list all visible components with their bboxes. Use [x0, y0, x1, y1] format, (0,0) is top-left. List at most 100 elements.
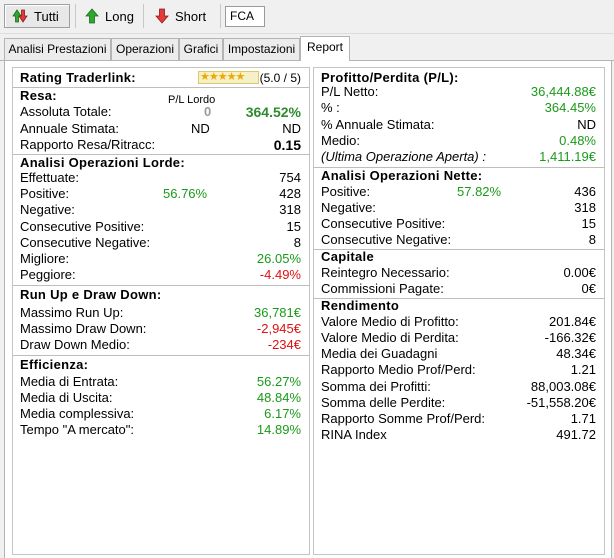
divider: [314, 249, 604, 250]
symbol-field[interactable]: FCA: [225, 6, 265, 27]
nette-negative-value: 318: [574, 200, 596, 215]
consecutive-negative-value: 8: [293, 235, 301, 250]
somma-perdite-value: -51,558.20€: [526, 395, 596, 410]
medio-value: 0.48%: [559, 133, 596, 148]
media-entrata-label: Media di Entrata:: [20, 374, 119, 389]
short-label: Short: [175, 8, 207, 24]
toolbar-separator: [220, 4, 221, 28]
tab-report[interactable]: Report: [300, 36, 350, 61]
vm-profitto-label: Valore Medio di Profitto:: [321, 314, 459, 329]
tab-analisi-prestazioni[interactable]: Analisi Prestazioni: [4, 38, 111, 60]
tempo-mercato-label: Tempo "A mercato":: [20, 422, 134, 437]
rating-label: Rating Traderlink:: [20, 70, 136, 85]
pct-value: 364.45%: [544, 100, 596, 115]
tempo-mercato-value: 14.89%: [256, 422, 301, 437]
media-entrata-value: 56.27%: [256, 374, 301, 389]
tab-impostazioni[interactable]: Impostazioni: [223, 38, 300, 60]
up-down-arrows-icon: [12, 9, 28, 23]
annuale-stimata-value: ND: [577, 117, 596, 132]
media-complessiva-label: Media complessiva:: [20, 406, 135, 421]
rapporto-medio-label: Rapporto Medio Prof/Perd:: [321, 362, 476, 377]
drawdown-medio-value: -234€: [267, 337, 301, 352]
nette-cons-neg-value: 8: [588, 232, 596, 247]
rina-index-label: RINA Index: [321, 427, 387, 442]
divider: [314, 167, 604, 168]
nette-positive-percent: 57.82%: [457, 184, 502, 199]
tutti-button[interactable]: Tutti: [4, 4, 70, 28]
capitale-title: Capitale: [321, 249, 374, 264]
nette-negative-label: Negative:: [321, 200, 376, 215]
ultima-operazione-label: (Ultima Operazione Aperta) :: [321, 149, 486, 164]
media-guadagni-label: Media dei Guadagni: [321, 346, 438, 361]
long-button[interactable]: Long: [78, 4, 140, 28]
rating-stars: ★★★★★: [198, 71, 259, 84]
somma-profitti-label: Somma dei Profitti:: [321, 379, 431, 394]
consecutive-positive-value: 15: [286, 219, 301, 234]
pl-lordo-label: P/L Lordo: [168, 94, 216, 106]
short-button[interactable]: Short: [148, 4, 216, 28]
long-label: Long: [105, 8, 134, 24]
divider: [13, 154, 309, 155]
max-drawdown-label: Massimo Draw Down:: [20, 321, 147, 336]
assoluta-label: Assoluta Totale:: [20, 104, 112, 119]
pl-netto-label: P/L Netto:: [321, 84, 379, 99]
rapporto-label: Rapporto Resa/Ritracc:: [20, 137, 156, 152]
max-runup-value: 36,781€: [254, 305, 301, 320]
up-arrow-icon: [85, 8, 99, 24]
annuale-nd-lordo: ND: [191, 121, 210, 136]
assoluta-zero: 0: [204, 104, 212, 119]
medio-label: Medio:: [321, 133, 361, 148]
migliore-value: 26.05%: [256, 251, 301, 266]
efficienza-title: Efficienza:: [20, 357, 89, 372]
positive-value: 428: [279, 186, 301, 201]
nette-title: Analisi Operazioni Nette:: [321, 168, 483, 183]
media-guadagni-value: 48.34€: [556, 346, 596, 361]
drawdown-medio-label: Draw Down Medio:: [20, 337, 130, 352]
rating-value: (5.0 / 5): [259, 71, 301, 85]
rendimento-title: Rendimento: [321, 298, 400, 313]
ultima-operazione-value: 1,411.19€: [539, 149, 596, 164]
right-report-column: Profitto/Perdita (P/L): P/L Netto: 36,44…: [313, 67, 605, 555]
migliore-label: Migliore:: [20, 251, 70, 266]
tutti-label: Tutti: [34, 8, 59, 24]
rina-index-value: 491.72: [556, 427, 596, 442]
commissioni-label: Commissioni Pagate:: [321, 281, 444, 296]
toolbar: Tutti Long Short FCA: [0, 0, 614, 34]
divider: [314, 298, 604, 299]
nette-cons-pos-label: Consecutive Positive:: [321, 216, 446, 231]
negative-value: 318: [279, 202, 301, 217]
nette-cons-neg-label: Consecutive Negative:: [321, 232, 452, 247]
pct-label: % :: [321, 100, 340, 115]
pl-netto-value: 36,444.88€: [530, 84, 596, 99]
positive-percent: 56.76%: [163, 186, 208, 201]
assoluta-value: 364.52%: [245, 104, 301, 120]
nette-cons-pos-value: 15: [581, 216, 596, 231]
tab-grafici[interactable]: Grafici: [179, 38, 223, 60]
positive-label: Positive:: [20, 186, 70, 201]
resa-title: Resa:: [20, 88, 57, 103]
nette-positive-label: Positive:: [321, 184, 371, 199]
negative-label: Negative:: [20, 202, 75, 217]
rapporto-somme-label: Rapporto Somme Prof/Perd:: [321, 411, 486, 426]
pl-title: Profitto/Perdita (P/L):: [321, 70, 459, 85]
report-panel: Rating Traderlink: ★★★★★ (5.0 / 5) Resa:…: [4, 61, 612, 558]
left-report-column: Rating Traderlink: ★★★★★ (5.0 / 5) Resa:…: [12, 67, 310, 555]
peggiore-value: -4.49%: [259, 267, 301, 282]
annuale-nd: ND: [282, 121, 301, 136]
divider: [13, 355, 309, 356]
media-complessiva-value: 6.17%: [264, 406, 301, 421]
lorde-title: Analisi Operazioni Lorde:: [20, 155, 185, 170]
effettuate-label: Effettuate:: [20, 170, 80, 185]
vm-perdita-label: Valore Medio di Perdita:: [321, 330, 459, 345]
toolbar-separator: [143, 4, 144, 28]
vm-profitto-value: 201.84€: [549, 314, 596, 329]
consecutive-negative-label: Consecutive Negative:: [20, 235, 151, 250]
divider: [13, 87, 309, 88]
consecutive-positive-label: Consecutive Positive:: [20, 219, 145, 234]
media-uscita-label: Media di Uscita:: [20, 390, 113, 405]
somma-profitti-value: 88,003.08€: [530, 379, 596, 394]
annuale-label: Annuale Stimata:: [20, 121, 120, 136]
tab-operazioni[interactable]: Operazioni: [111, 38, 179, 60]
effettuate-value: 754: [279, 170, 301, 185]
peggiore-label: Peggiore:: [20, 267, 76, 282]
